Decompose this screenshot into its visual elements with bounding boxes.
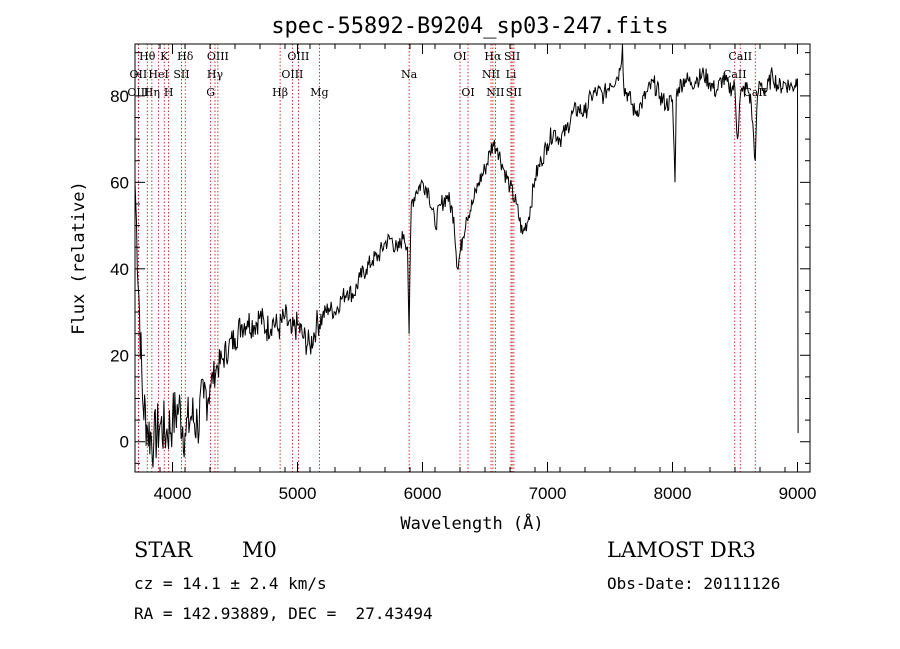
spectral-line-label: Li — [506, 68, 517, 81]
spectral-line-label: Hη — [144, 86, 160, 99]
y-axis-label: Flux (relative) — [69, 181, 89, 335]
x-axis-label: Wavelength (Å) — [400, 512, 543, 534]
axis-ticks: 4000 5000 6000 7000 8000 9000 0 20 40 60 80 — [110, 44, 816, 503]
spectral-line-label: OI — [453, 50, 466, 63]
redshift-info: cz = 14.1 ± 2.4 km/s — [134, 574, 327, 593]
spectral-line-label: Hα — [484, 50, 502, 63]
object-subclass: M0 — [242, 538, 277, 562]
spectral-line-label: SII — [504, 50, 520, 63]
chart-title: spec-55892-B9204_sp03-247.fits — [271, 14, 668, 39]
plot-frame — [134, 43, 811, 473]
spectral-line-label: SII — [173, 68, 189, 81]
y-tick-label: 0 — [120, 433, 129, 452]
x-tick-label: 8000 — [654, 484, 692, 503]
coordinates: RA = 142.93889, DEC = 27.43494 — [134, 604, 433, 623]
y-tick-label: 40 — [110, 260, 129, 279]
spectral-line-label: OI — [461, 86, 474, 99]
object-type: STAR — [134, 538, 193, 562]
spectral-line-label: Hγ — [207, 68, 224, 81]
spectral-line-label: Hβ — [272, 86, 288, 99]
x-tick-label: 7000 — [529, 484, 567, 503]
y-tick-label: 80 — [110, 87, 129, 106]
spectral-line-label: OIII — [207, 50, 229, 63]
spectral-line-label: Hδ — [177, 50, 194, 63]
x-tick-label: 5000 — [279, 484, 317, 503]
spectral-line-label: Hθ — [139, 50, 156, 63]
spectral-line-markers: HθOIIOIIIHeIHηKHSIIHδOIIIHγGHβOIIIOIIIMg… — [127, 44, 767, 472]
x-tick-label: 9000 — [779, 484, 817, 503]
spectral-line-label: Na — [401, 68, 418, 81]
spectrum-series — [134, 43, 799, 468]
spectral-line-label: CaII — [723, 68, 747, 81]
x-tick-label: 6000 — [404, 484, 442, 503]
spectral-line-label: H — [164, 86, 174, 99]
spectral-line-label: CaII — [728, 50, 752, 63]
y-tick-label: 60 — [110, 173, 129, 192]
spectrum-line — [134, 43, 799, 468]
spectral-line-label: K — [160, 50, 169, 63]
spectral-line-label: SII — [506, 86, 522, 99]
spectral-line-label: NII — [482, 68, 500, 81]
x-tick-label: 4000 — [154, 484, 192, 503]
spectral-line-label: HeI — [148, 68, 168, 81]
y-tick-label: 20 — [110, 346, 129, 365]
spectral-line-label: Mg — [310, 86, 328, 99]
spectral-line-label: G — [206, 86, 215, 99]
spectral-line-label: OIII — [281, 68, 303, 81]
obs-date: Obs-Date: 20111126 — [607, 574, 781, 593]
survey-name: LAMOST DR3 — [607, 538, 756, 562]
spectral-line-label: OIII — [287, 50, 309, 63]
spectral-line-label: NII — [486, 86, 504, 99]
